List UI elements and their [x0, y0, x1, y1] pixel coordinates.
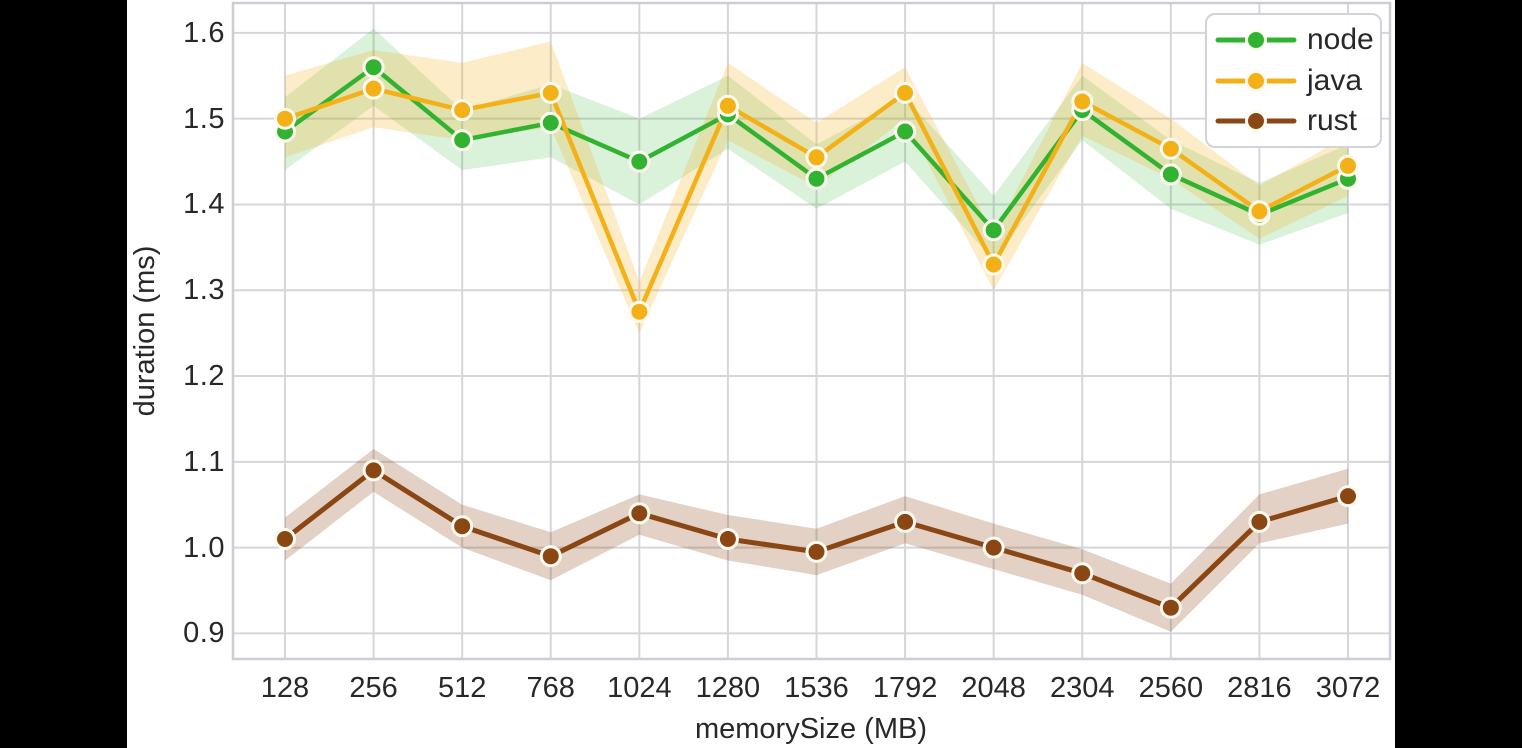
legend-marker-icon — [1215, 109, 1297, 132]
band-rust — [285, 449, 1348, 632]
marker-rust-1536 — [805, 540, 828, 563]
y-axis-label: duration (ms) — [129, 245, 161, 417]
x-tick-3072: 3072 — [1315, 672, 1381, 704]
legend-marker-icon — [1215, 29, 1297, 52]
marker-node-2560 — [1159, 163, 1182, 186]
y-tick-1.5: 1.5 — [183, 102, 225, 135]
x-tick-1536: 1536 — [784, 672, 849, 704]
marker-java-512 — [451, 99, 474, 122]
marker-node-1792 — [894, 120, 917, 143]
marker-node-2048 — [982, 219, 1005, 242]
marker-java-1280 — [716, 94, 739, 117]
marker-rust-1024 — [628, 502, 651, 525]
marker-java-1792 — [894, 81, 917, 104]
legend-marker-icon — [1215, 69, 1297, 92]
x-tick-1280: 1280 — [695, 672, 761, 704]
x-tick-2304: 2304 — [1049, 672, 1115, 704]
x-tick-1024: 1024 — [607, 672, 672, 704]
x-tick-128: 128 — [260, 672, 310, 704]
marker-rust-1792 — [894, 510, 917, 533]
marker-java-2304 — [1071, 90, 1094, 113]
marker-java-3072 — [1336, 154, 1359, 177]
x-tick-768: 768 — [526, 672, 575, 704]
marker-rust-512 — [451, 515, 474, 538]
marker-rust-128 — [274, 528, 296, 550]
x-tick-2048: 2048 — [961, 672, 1026, 704]
marker-rust-2816 — [1248, 510, 1271, 533]
marker-rust-3072 — [1336, 485, 1359, 508]
marker-rust-2560 — [1159, 596, 1182, 619]
marker-java-1024 — [628, 300, 651, 323]
marker-node-256 — [362, 56, 385, 79]
y-tick-1.3: 1.3 — [183, 274, 225, 307]
legend-item-rust: rust — [1207, 104, 1380, 138]
marker-rust-768 — [539, 545, 562, 568]
y-tick-1.0: 1.0 — [183, 531, 225, 564]
marker-node-768 — [539, 111, 562, 134]
marker-node-512 — [451, 129, 474, 152]
marker-rust-2304 — [1071, 562, 1094, 585]
chart-svg — [231, 1, 1392, 661]
marker-java-2560 — [1159, 137, 1182, 160]
legend-label-java: java — [1307, 63, 1363, 97]
marker-node-1024 — [628, 150, 651, 173]
x-tick-2560: 2560 — [1138, 672, 1204, 704]
y-tick-1.2: 1.2 — [183, 360, 225, 393]
legend: node java rust — [1205, 13, 1382, 148]
x-axis-label: memorySize (MB) — [694, 713, 927, 745]
y-tick-1.4: 1.4 — [183, 188, 225, 221]
y-tick-1.1: 1.1 — [183, 445, 225, 478]
marker-java-128 — [274, 107, 296, 130]
marker-java-256 — [362, 77, 385, 100]
legend-item-java: java — [1207, 64, 1380, 98]
x-tick-1792: 1792 — [872, 672, 938, 704]
marker-rust-256 — [362, 459, 385, 482]
legend-label-node: node — [1307, 23, 1374, 57]
marker-java-2816 — [1248, 200, 1271, 223]
marker-rust-2048 — [982, 536, 1005, 559]
legend-item-node: node — [1207, 23, 1380, 57]
x-tick-2816: 2816 — [1227, 672, 1292, 704]
marker-java-1536 — [805, 146, 828, 169]
figure-area: 1.6 1.5 1.4 1.3 1.2 1.1 1.0 0.9 128 256 512 768 102… — [127, 0, 1395, 748]
plot-border — [231, 1, 1392, 661]
legend-label-rust: rust — [1307, 103, 1358, 137]
y-tick-1.6: 1.6 — [183, 16, 225, 49]
y-tick-0.9: 0.9 — [183, 617, 225, 650]
marker-java-2048 — [982, 253, 1005, 276]
marker-rust-1280 — [716, 528, 739, 550]
x-tick-512: 512 — [437, 672, 487, 704]
marker-node-1536 — [805, 167, 828, 190]
x-tick-256: 256 — [349, 672, 398, 704]
marker-java-768 — [539, 81, 562, 104]
